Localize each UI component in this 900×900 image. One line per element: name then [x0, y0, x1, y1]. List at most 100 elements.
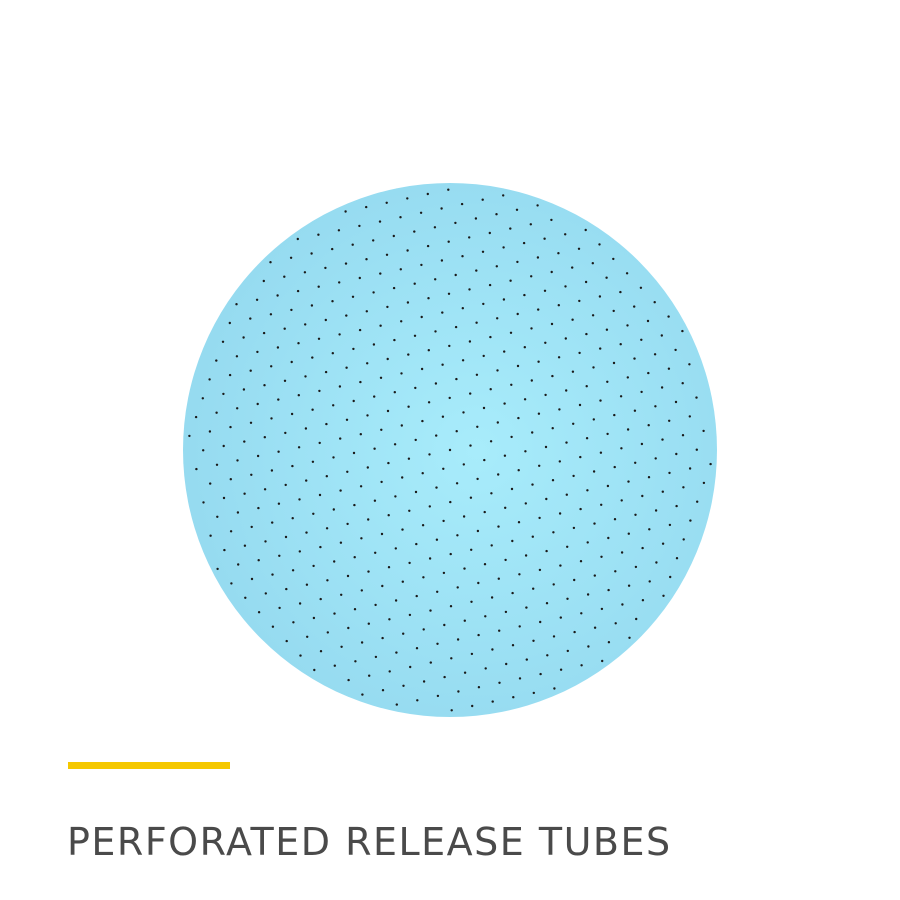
perforation-hole — [577, 247, 581, 250]
perforation-hole — [372, 239, 375, 242]
perforation-hole — [442, 519, 445, 523]
perforation-hole — [359, 380, 362, 384]
perforation-hole — [598, 243, 601, 246]
perforation-hole — [380, 532, 384, 536]
perforation-hole — [291, 517, 294, 520]
perforation-hole — [469, 444, 472, 447]
perforation-hole — [544, 445, 548, 449]
perforation-hole — [545, 549, 548, 553]
perforation-hole — [332, 508, 335, 511]
perforation-hole — [518, 573, 521, 576]
perforation-hole — [516, 312, 519, 316]
perforation-hole — [512, 696, 515, 699]
perforation-hole — [406, 301, 410, 304]
perforation-hole — [385, 253, 389, 256]
perforation-hole — [296, 237, 299, 241]
perforation-hole — [491, 648, 494, 651]
perforation-hole — [202, 449, 205, 452]
perforation-hole — [456, 638, 460, 641]
perforation-hole — [401, 528, 404, 531]
perforation-hole — [504, 558, 507, 562]
perforation-hole — [249, 317, 252, 320]
perforation-hole — [366, 414, 369, 417]
perforation-hole — [420, 263, 423, 267]
perforation-hole — [600, 555, 603, 558]
perforation-hole — [599, 399, 602, 402]
perforation-hole — [552, 635, 556, 638]
perforation-hole — [517, 416, 520, 420]
perforation-hole — [208, 430, 212, 433]
perforation-hole — [338, 385, 342, 388]
perforation-hole — [243, 492, 246, 495]
perforation-hole — [447, 292, 451, 295]
perforation-hole — [502, 298, 506, 301]
perforation-hole — [688, 415, 691, 418]
perforation-hole — [600, 607, 604, 611]
perforation-hole — [475, 321, 478, 324]
perforation-hole — [505, 662, 508, 666]
perforation-hole — [270, 417, 273, 420]
perforation-hole — [222, 392, 225, 396]
perforation-hole — [353, 556, 356, 559]
perforation-hole — [461, 307, 464, 310]
perforation-hole — [647, 424, 650, 427]
perforation-hole — [380, 480, 383, 484]
perforation-hole — [449, 605, 453, 608]
perforation-hole — [222, 444, 225, 448]
perforation-hole — [449, 500, 452, 504]
perforation-hole — [564, 285, 567, 288]
perforation-hole — [591, 262, 594, 265]
perforation-hole — [415, 594, 418, 598]
perforation-hole — [306, 635, 309, 638]
perforation-hole — [331, 352, 334, 355]
perforation-hole — [585, 385, 588, 388]
perforation-hole — [319, 545, 322, 549]
perforation-hole — [537, 412, 541, 415]
perforation-hole — [243, 440, 246, 443]
perforation-hole — [571, 370, 575, 373]
perforation-hole — [442, 467, 445, 470]
perforation-hole — [235, 303, 238, 306]
perforation-hole — [468, 236, 471, 239]
perforation-hole — [221, 340, 225, 343]
perforation-hole — [311, 408, 314, 411]
perforation-hole — [367, 570, 370, 573]
perforation-hole — [511, 591, 514, 595]
perforation-hole — [305, 479, 308, 482]
perforation-hole — [668, 419, 671, 422]
perforation-hole — [352, 451, 356, 455]
perforation-hole — [457, 690, 460, 693]
perforation-hole — [523, 398, 527, 401]
perforation-hole — [558, 512, 562, 515]
perforation-hole — [470, 600, 473, 603]
perforation-hole — [393, 443, 397, 446]
perforation-hole — [319, 597, 322, 601]
perforation-hole — [242, 388, 246, 391]
perforation-hole — [482, 406, 486, 410]
perforation-hole — [482, 302, 485, 306]
perforation-hole — [601, 659, 604, 663]
perforation-hole — [564, 337, 567, 340]
perforation-hole — [469, 496, 473, 499]
perforation-hole — [428, 505, 431, 508]
perforation-hole — [529, 223, 532, 226]
perforation-hole — [399, 216, 402, 219]
perforation-hole — [639, 286, 643, 289]
perforation-hole — [571, 266, 574, 269]
perforation-hole — [524, 554, 528, 557]
perforation-hole — [454, 273, 457, 277]
perforation-hole — [276, 346, 280, 349]
perforation-hole — [476, 477, 479, 481]
perforation-hole — [332, 404, 335, 407]
perforation-hole — [619, 395, 623, 398]
perforation-hole — [242, 336, 245, 339]
perforation-hole — [387, 514, 390, 517]
perforation-hole — [340, 645, 343, 648]
perforation-hole — [243, 544, 247, 547]
perforation-hole — [584, 280, 588, 284]
perforation-hole — [488, 283, 492, 287]
perforation-hole — [215, 463, 219, 466]
perforation-hole — [585, 437, 589, 440]
perforation-hole — [427, 401, 431, 404]
